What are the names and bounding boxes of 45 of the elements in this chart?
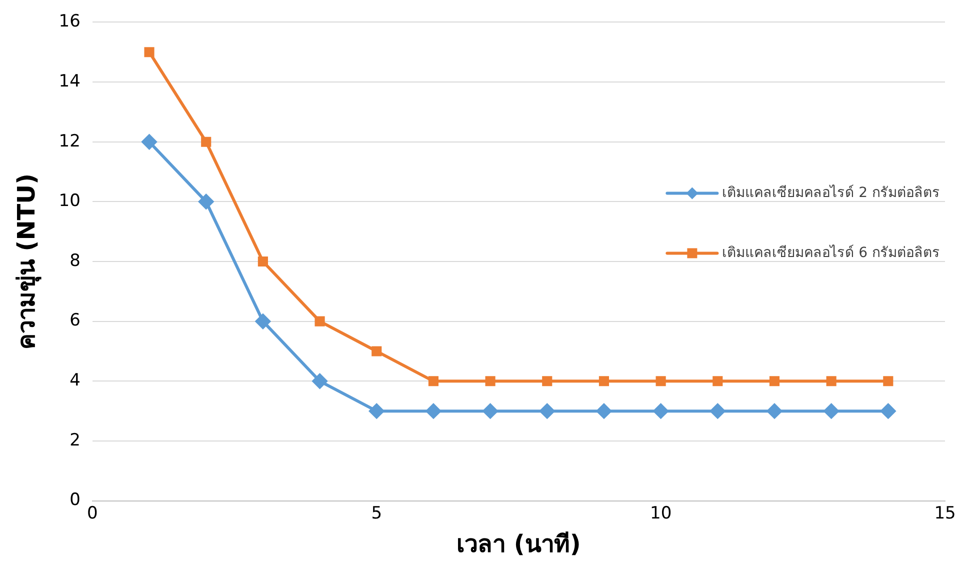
point — [258, 256, 268, 267]
point — [710, 404, 726, 419]
point — [542, 376, 552, 386]
point — [712, 376, 723, 386]
point — [596, 404, 612, 419]
x-tick-label: 15 — [934, 503, 956, 524]
y-tick-label: 2 — [70, 430, 80, 450]
point — [201, 136, 212, 147]
x-tick-label: 0 — [87, 503, 98, 524]
point — [314, 316, 325, 326]
point — [769, 376, 780, 386]
point — [142, 134, 157, 150]
y-tick-label: 16 — [58, 12, 80, 32]
point — [428, 376, 438, 386]
point — [485, 376, 496, 386]
point — [826, 376, 836, 386]
y-tick-label: 12 — [58, 131, 80, 152]
x-tick-label: 10 — [650, 503, 672, 524]
y-axis-title: ความขุ่น (NTU) — [12, 173, 43, 350]
point — [824, 404, 839, 419]
y-tick-label: 0 — [70, 490, 80, 510]
point — [883, 376, 894, 386]
y-tick-label: 6 — [70, 310, 80, 331]
legend-label: เติมแคลเซียมคลอไรด์ 6 กรัมต่อลิตร — [722, 244, 940, 261]
point — [255, 314, 270, 329]
point — [312, 374, 328, 389]
point — [653, 404, 668, 419]
point — [766, 404, 782, 419]
y-tick-label: 4 — [70, 370, 80, 391]
point — [369, 404, 384, 419]
x-axis-title: เวลา (นาที) — [456, 530, 581, 558]
point — [426, 404, 441, 419]
point — [880, 404, 896, 419]
y-tick-label: 14 — [58, 71, 80, 92]
point — [540, 404, 555, 419]
x-tick-label: 5 — [371, 503, 382, 524]
point — [144, 47, 154, 58]
legend-label: เติมแคลเซียมคลอไรด์ 2 กรัมต่อลิตร — [722, 184, 940, 201]
point — [656, 376, 666, 386]
point — [482, 404, 498, 419]
point — [372, 346, 382, 356]
y-tick-label: 8 — [70, 250, 80, 271]
point — [598, 376, 610, 386]
y-tick-label: 10 — [58, 191, 80, 212]
point — [198, 194, 214, 210]
